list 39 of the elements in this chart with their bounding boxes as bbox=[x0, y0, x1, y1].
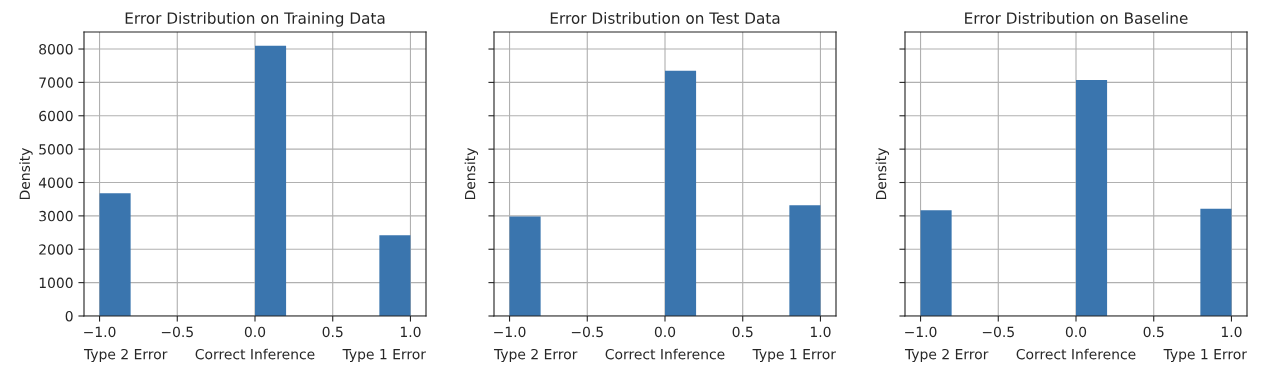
text: Correct Inference bbox=[605, 348, 725, 360]
y-tick-label: 8000 bbox=[39, 43, 73, 55]
text: Type 1 Error bbox=[1163, 349, 1247, 363]
x-tick-label: 1.0 bbox=[400, 326, 421, 338]
y-tick-label: 1000 bbox=[39, 277, 73, 289]
chart-title: Error Distribution on Training Data bbox=[125, 12, 385, 27]
x-tick-label: 0.0 bbox=[654, 326, 676, 338]
text: Correct Inference bbox=[1016, 348, 1136, 360]
x-tick-label: 0.5 bbox=[322, 326, 343, 338]
x-tick-label: −0.5 bbox=[571, 326, 603, 338]
chart-title: Error Distribution on Test Data bbox=[550, 12, 780, 24]
x-tick-label: 1.0 bbox=[1221, 326, 1242, 338]
y-tick-label: 2000 bbox=[39, 244, 73, 255]
x-tick-label: −0.5 bbox=[982, 326, 1014, 338]
text: Type 2 Error bbox=[493, 348, 578, 363]
text: Type 2 Error bbox=[83, 348, 168, 363]
x-tick-label: −1.0 bbox=[905, 326, 937, 338]
y-tick-label: 5000 bbox=[39, 144, 73, 155]
y-tick-label: 7000 bbox=[39, 77, 73, 88]
y-axis-title: Density bbox=[875, 148, 890, 200]
text: Type 1 Error bbox=[752, 349, 836, 363]
y-tick-label: 3000 bbox=[39, 210, 73, 222]
y-tick-label: 0 bbox=[65, 310, 73, 322]
text: Correct Inference bbox=[195, 348, 315, 360]
x-tick-label: −0.5 bbox=[161, 326, 193, 338]
y-tick-label: 4000 bbox=[38, 177, 73, 188]
y-axis-title: Density bbox=[19, 148, 33, 200]
x-tick-label: 1.0 bbox=[810, 326, 831, 338]
x-tick-label: 0.5 bbox=[1143, 326, 1164, 338]
x-tick-label: 0.0 bbox=[1065, 326, 1087, 338]
y-tick-label: 6000 bbox=[39, 110, 73, 122]
chart-title: Error Distribution on Baseline bbox=[965, 12, 1188, 24]
x-tick-label: 0.0 bbox=[244, 326, 266, 338]
text: Type 2 Error bbox=[904, 348, 989, 363]
x-tick-label: −1.0 bbox=[84, 326, 116, 338]
text: Type 1 Error bbox=[342, 349, 426, 363]
x-tick-label: 0.5 bbox=[732, 326, 753, 338]
x-tick-label: −1.0 bbox=[494, 326, 526, 338]
y-axis-title: Density bbox=[464, 148, 479, 200]
